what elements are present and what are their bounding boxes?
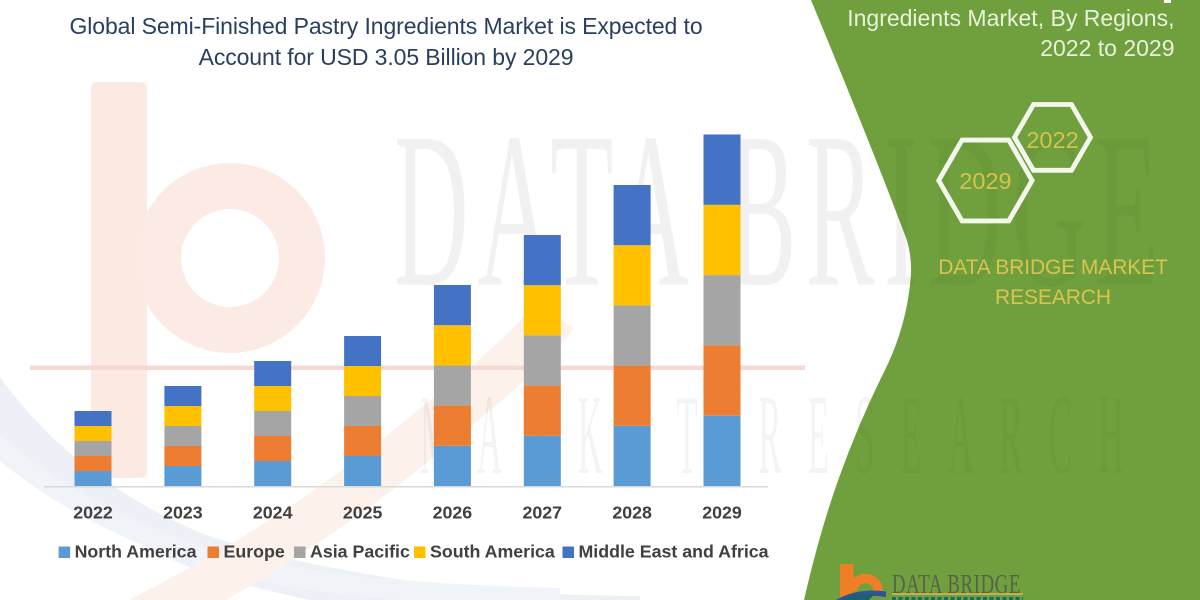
svg-text:Middle East and Africa: Middle East and Africa: [579, 542, 769, 562]
svg-text:2022: 2022: [1026, 127, 1078, 153]
svg-text:2027: 2027: [523, 502, 563, 522]
svg-text:2023: 2023: [163, 502, 203, 522]
svg-text:2022: 2022: [73, 502, 113, 522]
svg-text:2029: 2029: [959, 168, 1011, 194]
svg-text:North America: North America: [75, 542, 197, 562]
svg-text:2026: 2026: [433, 502, 473, 522]
svg-text:2025: 2025: [343, 502, 383, 522]
svg-text:2024: 2024: [253, 502, 293, 522]
svg-text:2029: 2029: [702, 502, 742, 522]
svg-text:MARKET RESEARCH: MARKET RESEARCH: [420, 371, 1150, 498]
svg-text:2028: 2028: [612, 502, 652, 522]
svg-text:Europe: Europe: [224, 542, 285, 562]
svg-text:Asia Pacific: Asia Pacific: [310, 542, 410, 562]
svg-text:DATA BRIDGE: DATA BRIDGE: [394, 88, 1168, 333]
svg-text:South America: South America: [430, 542, 555, 562]
